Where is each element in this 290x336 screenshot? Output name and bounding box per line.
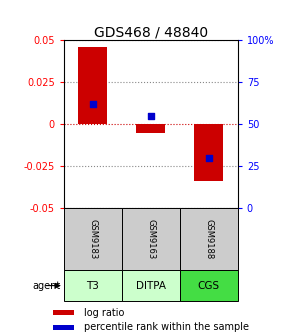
Bar (194, 124, 223, 181)
Title: GDS468 / 48840: GDS468 / 48840 (94, 25, 208, 39)
Text: log ratio: log ratio (84, 308, 124, 318)
Bar (122, 270, 180, 301)
Bar (122, 208, 180, 270)
Text: GSM9183: GSM9183 (88, 219, 97, 259)
Bar (136, 124, 165, 133)
Text: GSM9163: GSM9163 (146, 219, 155, 259)
Text: GSM9188: GSM9188 (204, 219, 213, 259)
Bar (64, 270, 122, 301)
Bar (180, 208, 238, 270)
Bar (180, 270, 238, 301)
Text: agent: agent (33, 281, 61, 291)
Point (206, 155, 211, 161)
Text: T3: T3 (86, 281, 99, 291)
Bar (53, 325, 74, 330)
Bar (53, 310, 74, 315)
Text: DITPA: DITPA (136, 281, 166, 291)
Bar (64, 208, 122, 270)
Bar (78, 47, 107, 124)
Point (90, 101, 95, 107)
Text: CGS: CGS (198, 281, 220, 291)
Point (148, 113, 153, 119)
Text: percentile rank within the sample: percentile rank within the sample (84, 322, 249, 332)
